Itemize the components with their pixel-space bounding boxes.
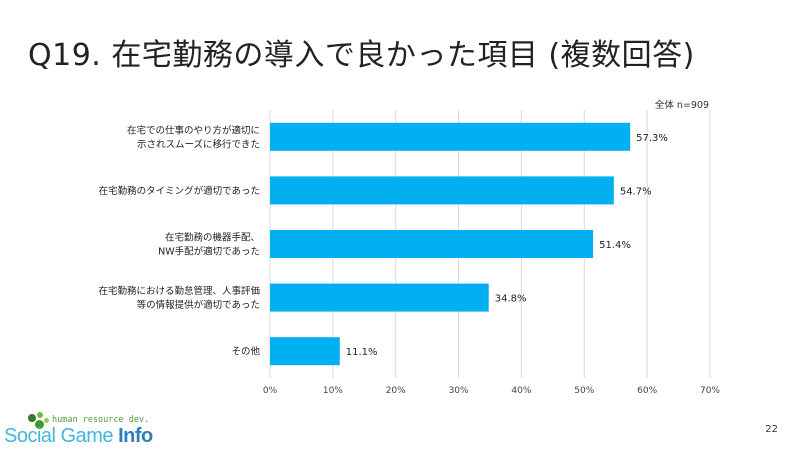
slide-title: Q19. 在宅勤務の導入で良かった項目 (複数回答) [28, 38, 695, 73]
logo-mark-icon [26, 412, 52, 430]
value-label: 34.8% [495, 294, 527, 305]
bar [270, 230, 594, 258]
category-label: 在宅勤務のタイミングが適切であった [99, 185, 260, 197]
bars [270, 122, 631, 366]
value-label: 51.4% [599, 240, 631, 251]
category-label-line: NW手配が適切であった [158, 246, 260, 258]
x-tick-labels: 0% 10% 20% 30% 40% 50% 60% 70% [263, 386, 721, 396]
page-number: 22 [765, 424, 778, 435]
x-tick-label: 50% [574, 386, 594, 396]
x-tick-label: 0% [263, 386, 278, 396]
sample-size-note: 全体 n=909 [654, 100, 709, 111]
bar [270, 337, 340, 366]
bar [270, 176, 614, 205]
grid-lines [269, 110, 711, 378]
category-label-line: 示されスムーズに移行できた [137, 138, 260, 150]
x-tick-label: 40% [511, 386, 531, 396]
value-label: 11.1% [346, 347, 378, 358]
value-labels: 57.3% 54.7% 51.4% 34.8% 11.1% [346, 133, 668, 358]
social-game-info-logo: human resource dev. Social Game Info [4, 412, 164, 448]
category-labels: 在宅での仕事のやり方が適切に示されスムーズに移行できた在宅勤務のタイミングが適切… [98, 124, 260, 357]
category-label-line: その他 [231, 346, 260, 358]
category-label-line: 在宅勤務における勤怠管理、人事評価 [98, 285, 260, 297]
x-tick-label: 30% [449, 386, 469, 396]
value-label: 54.7% [620, 186, 652, 197]
category-label-line: 在宅勤務の機器手配、 [165, 232, 260, 244]
logo-wordmark: Social Game Info [4, 425, 153, 447]
x-tick-label: 60% [637, 386, 657, 396]
value-label: 57.3% [636, 133, 668, 144]
x-tick-label: 70% [700, 386, 720, 396]
category-label: 在宅勤務における勤怠管理、人事評価等の情報提供が適切であった [98, 285, 260, 311]
category-label: その他 [231, 346, 260, 358]
category-label-line: 在宅での仕事のやり方が適切に [127, 124, 260, 136]
x-tick-label: 20% [386, 386, 406, 396]
category-label: 在宅勤務の機器手配、 NW手配が適切であった [158, 232, 260, 258]
category-label: 在宅での仕事のやり方が適切に示されスムーズに移行できた [127, 124, 260, 150]
logo-tagline: human resource dev. [52, 415, 150, 425]
x-tick-label: 10% [323, 386, 343, 396]
bar [270, 283, 489, 312]
bar [270, 122, 631, 151]
category-label-line: 在宅勤務のタイミングが適切であった [99, 185, 260, 197]
category-label-line: 等の情報提供が適切であった [137, 299, 260, 311]
